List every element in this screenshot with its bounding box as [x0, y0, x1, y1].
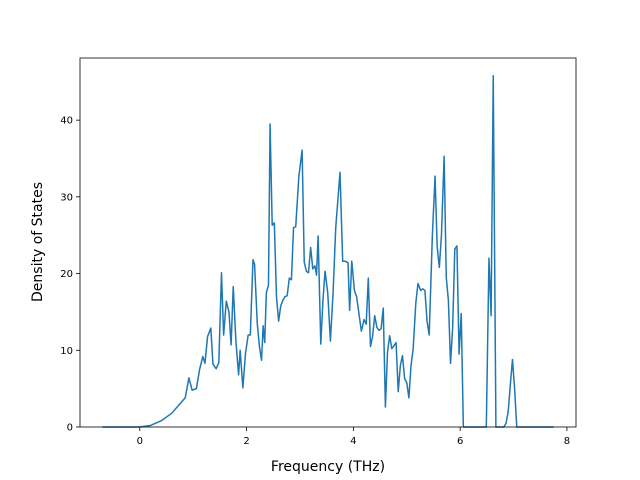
x-tick-label: 6	[457, 436, 463, 447]
y-tick-label: 40	[60, 116, 73, 127]
x-tick-label: 2	[243, 436, 249, 447]
y-tick-label: 10	[60, 346, 73, 357]
x-axis-label: Frequency (THz)	[271, 459, 385, 475]
plot-frame	[79, 57, 577, 428]
x-tick-label: 8	[564, 436, 570, 447]
y-tick-label: 20	[60, 269, 73, 280]
x-tick-label: 0	[137, 436, 143, 447]
y-axis-label: Density of States	[30, 182, 46, 302]
x-tick-label: 4	[350, 436, 356, 447]
y-tick-label: 0	[67, 423, 73, 434]
line-series	[102, 74, 554, 428]
y-tick-label: 30	[60, 192, 73, 203]
